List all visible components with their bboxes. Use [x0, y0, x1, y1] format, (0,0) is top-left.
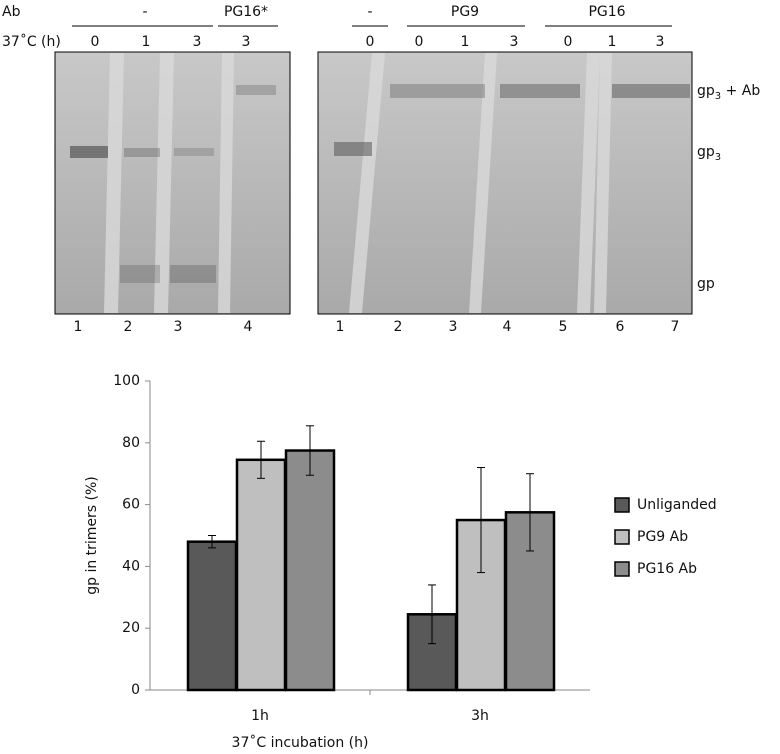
lane-label: 6 [616, 319, 625, 335]
y-tick-label: 40 [122, 558, 140, 574]
time-label: 3 [242, 34, 251, 50]
y-tick-label: 20 [122, 620, 140, 636]
lane-label: 1 [336, 319, 345, 335]
legend-swatch [614, 561, 630, 577]
error-bar [428, 584, 436, 645]
lane-label: 2 [124, 319, 133, 335]
x-tick-label: 3h [471, 708, 489, 724]
lane-label: 2 [394, 319, 403, 335]
y-tick-label: 0 [131, 682, 140, 698]
time-label: 0 [415, 34, 424, 50]
bar [235, 458, 287, 692]
error-bar [208, 535, 216, 549]
lane-label: 3 [449, 319, 458, 335]
x-axis-title: 37˚C incubation (h) [232, 734, 369, 751]
band-label-sub: 3 [715, 91, 721, 102]
row-label: Ab [2, 4, 21, 20]
time-label: 0 [91, 34, 100, 50]
band-label-base: gp [697, 276, 715, 292]
lane-label: 1 [74, 319, 83, 335]
y-tick-label: 60 [122, 497, 140, 513]
group-label: PG16* [224, 4, 268, 20]
legend-label: PG16 Ab [637, 561, 697, 577]
time-label: 3 [510, 34, 519, 50]
x-tick-label: 1h [251, 708, 269, 724]
lane-label: 7 [671, 319, 680, 335]
error-bar [257, 440, 265, 479]
legend-label: PG9 Ab [637, 529, 688, 545]
gel-lanes [104, 53, 612, 313]
error-bar [526, 473, 534, 552]
time-label: 1 [461, 34, 470, 50]
time-label: 1 [142, 34, 151, 50]
band-label: gp3 [697, 144, 721, 163]
error-bar [477, 467, 485, 574]
band-label-rest: + Ab [721, 83, 760, 99]
y-axis-title: gp in trimers (%) [84, 476, 100, 595]
time-label: 3 [656, 34, 665, 50]
band-label-sub: 3 [715, 152, 721, 163]
group-label: PG9 [451, 4, 479, 20]
time-label: 1 [608, 34, 617, 50]
lane-label: 5 [559, 319, 568, 335]
group-label: - [367, 4, 372, 20]
group-label: - [142, 4, 147, 20]
band-label-base: gp [697, 83, 715, 99]
band-label: gp [697, 276, 715, 292]
y-tick-label: 80 [122, 435, 140, 451]
time-label: 0 [366, 34, 375, 50]
gel-bands [70, 84, 690, 283]
legend-swatch [614, 529, 630, 545]
band-label: gp3 + Ab [697, 83, 760, 102]
lane-label: 4 [503, 319, 512, 335]
bar [284, 449, 336, 692]
legend-label: Unliganded [637, 497, 717, 513]
row-label: 37˚C (h) [2, 33, 61, 50]
error-bar [306, 425, 314, 476]
bar [186, 540, 238, 692]
y-tick-label: 100 [113, 373, 140, 389]
legend-swatch [614, 497, 630, 513]
band-label-base: gp [697, 144, 715, 160]
lane-label: 4 [244, 319, 253, 335]
time-label: 3 [193, 34, 202, 50]
lane-label: 3 [174, 319, 183, 335]
time-label: 0 [564, 34, 573, 50]
group-label: PG16 [588, 4, 625, 20]
